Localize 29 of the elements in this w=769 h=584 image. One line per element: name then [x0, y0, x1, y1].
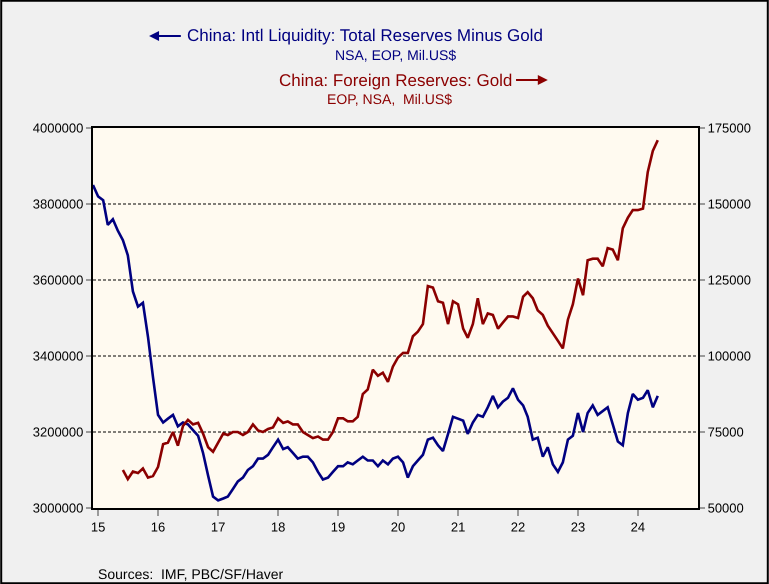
- y-tick-label: 3000000: [32, 500, 84, 516]
- x-tick-label: 21: [450, 520, 466, 535]
- text: EOP, NSA, Mil.US$: [327, 91, 452, 107]
- y2-tick-label: 50000: [708, 500, 744, 516]
- y2-tick-label: 75000: [708, 424, 744, 440]
- x-tick-label: 17: [210, 520, 226, 535]
- legend-label: China: Intl Liquidity: Total Reserves Minus Gold: [187, 26, 543, 45]
- x-tick-label: 24: [630, 520, 646, 535]
- line-series: [122, 138, 660, 480]
- x-tick-label: 19: [330, 520, 346, 535]
- y-tick-label: 3800000: [32, 196, 84, 212]
- y-tick-label: 3600000: [32, 272, 84, 288]
- text: China: Foreign Reserves: Gold: [279, 71, 512, 90]
- text: NSA, EOP, Mil.US$: [335, 47, 456, 63]
- x-tick-label: 18: [270, 520, 286, 535]
- y2-tick-label: 125000: [708, 272, 751, 288]
- y2-tick-label: 150000: [708, 196, 751, 212]
- y-tick-label: 4000000: [32, 120, 84, 136]
- y2-tick-label: 100000: [708, 348, 751, 364]
- x-tick-label: 16: [150, 520, 166, 535]
- x-tick-label: 20: [390, 520, 406, 535]
- x-tick-label: 22: [510, 520, 526, 535]
- line-series: [93, 184, 660, 502]
- x-tick-label: 15: [90, 520, 106, 535]
- y-tick-label: 3200000: [32, 424, 84, 440]
- y2-tick-label: 175000: [708, 120, 751, 136]
- y-tick-label: 3400000: [32, 348, 84, 364]
- x-tick-label: 23: [570, 520, 586, 535]
- source-note: Sources: IMF, PBC/SF/Haver: [98, 566, 284, 582]
